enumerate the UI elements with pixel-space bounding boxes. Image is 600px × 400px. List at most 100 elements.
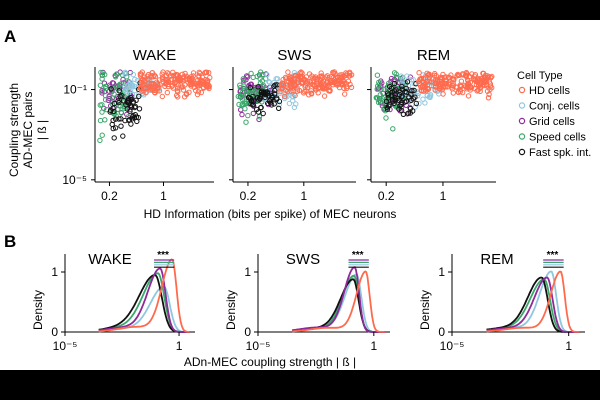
- scatter-point: [272, 87, 278, 94]
- scatter-point: [277, 89, 283, 95]
- scatter-point: [190, 70, 197, 76]
- scatter-point: [141, 77, 148, 84]
- density-y-axis-label: Density: [31, 290, 45, 330]
- significance-stars: ***: [547, 250, 559, 261]
- scatter-point: [322, 86, 328, 92]
- scatter-x-tick-label: 1: [300, 189, 307, 203]
- scatter-point: [423, 88, 429, 94]
- panel-label-a: A: [4, 27, 16, 46]
- scatter-point: [306, 71, 313, 77]
- scatter-point: [261, 89, 267, 96]
- scatter-point: [266, 78, 272, 85]
- scatter-point: [383, 98, 390, 105]
- scatter-point: [172, 73, 179, 79]
- scatter-point: [348, 84, 355, 91]
- scatter-point: [237, 85, 244, 91]
- scatter-point: [374, 83, 381, 89]
- scatter-point: [269, 95, 275, 101]
- scatter-point: [159, 93, 166, 100]
- scatter-point: [412, 94, 418, 100]
- scatter-x-tick-label: 1: [160, 189, 167, 203]
- scatter-point: [485, 95, 492, 101]
- scatter-point: [431, 72, 438, 78]
- scatter-point: [198, 89, 205, 96]
- scatter-point: [399, 83, 405, 90]
- legend-label: Speed cells: [529, 132, 586, 144]
- scatter-subplot-sws: SWS 0.2 1: [229, 47, 356, 203]
- scatter-point: [297, 73, 303, 80]
- scatter-point: [337, 72, 343, 78]
- scatter-point: [112, 74, 119, 80]
- scatter-point: [237, 82, 243, 88]
- scatter-point: [264, 72, 270, 78]
- scatter-point: [240, 76, 247, 82]
- scatter-point: [304, 84, 311, 91]
- scatter-point: [391, 70, 398, 76]
- scatter-point: [292, 92, 298, 99]
- scatter-point: [315, 90, 321, 96]
- scatter-point: [118, 123, 124, 129]
- scatter-point: [393, 75, 399, 81]
- scatter-point: [286, 100, 293, 107]
- scatter-point: [177, 76, 184, 82]
- scatter-point: [182, 70, 188, 77]
- scatter-point: [163, 80, 170, 86]
- scatter-point: [393, 87, 399, 93]
- scatter-point: [312, 74, 319, 80]
- scatter-point: [458, 78, 465, 84]
- scatter-point: [136, 106, 143, 112]
- scatter-point: [418, 75, 425, 82]
- density-x-tick-label: 10⁻⁵: [246, 339, 271, 353]
- scatter-point: [268, 102, 275, 108]
- density-y-tick-label: 0: [438, 325, 445, 339]
- scatter-point: [410, 96, 417, 102]
- scatter-point: [276, 102, 282, 108]
- scatter-point: [241, 99, 248, 105]
- legend-marker: [518, 148, 526, 156]
- scatter-point: [306, 92, 312, 98]
- scatter-point: [342, 91, 348, 97]
- scatter-point: [99, 88, 105, 94]
- scatter-point: [288, 77, 294, 83]
- scatter-point: [476, 76, 482, 83]
- scatter-point: [271, 91, 278, 97]
- scatter-point: [103, 85, 109, 92]
- scatter-point: [256, 114, 263, 120]
- scatter-point: [486, 91, 492, 98]
- scatter-point: [97, 137, 103, 144]
- scatter-point: [440, 85, 446, 91]
- scatter-point: [128, 121, 134, 127]
- density-x-tick-label: 1: [370, 339, 377, 353]
- scatter-point: [119, 92, 125, 99]
- scatter-point: [244, 73, 250, 79]
- scatter-point: [400, 111, 407, 118]
- scatter-point: [259, 78, 265, 84]
- scatter-point: [116, 88, 122, 94]
- density-y-tick-label: 0: [51, 325, 58, 339]
- density-y-tick-label: 1: [438, 265, 445, 279]
- scatter-point: [240, 79, 247, 85]
- scatter-point: [472, 85, 478, 92]
- scatter-point: [425, 72, 432, 78]
- density-y-axis-label: Density: [224, 290, 238, 330]
- scatter-point: [345, 78, 352, 84]
- density-x-tick-label: 1: [565, 339, 572, 353]
- scatter-point: [195, 89, 202, 95]
- scatter-point: [151, 72, 158, 78]
- legend-items: HD cells Conj. cells Grid cells Speed cells…: [518, 85, 591, 159]
- scatter-point: [386, 82, 392, 89]
- scatter-point: [408, 91, 414, 97]
- scatter-x-axis-label: HD Information (bits per spike) of MEC n…: [144, 207, 397, 221]
- scatter-point: [450, 82, 456, 89]
- scatter-point: [138, 71, 144, 77]
- panel-label-b: B: [4, 232, 16, 251]
- scatter-point: [164, 89, 171, 96]
- scatter-point: [443, 84, 449, 90]
- scatter-point: [110, 105, 116, 111]
- scatter-point: [99, 109, 105, 115]
- scatter-point: [417, 77, 423, 83]
- density-x-tick-label: 1: [176, 339, 183, 353]
- density-subplot-title: REM: [480, 251, 513, 268]
- scatter-point: [115, 106, 121, 113]
- scatter-point: [169, 83, 175, 90]
